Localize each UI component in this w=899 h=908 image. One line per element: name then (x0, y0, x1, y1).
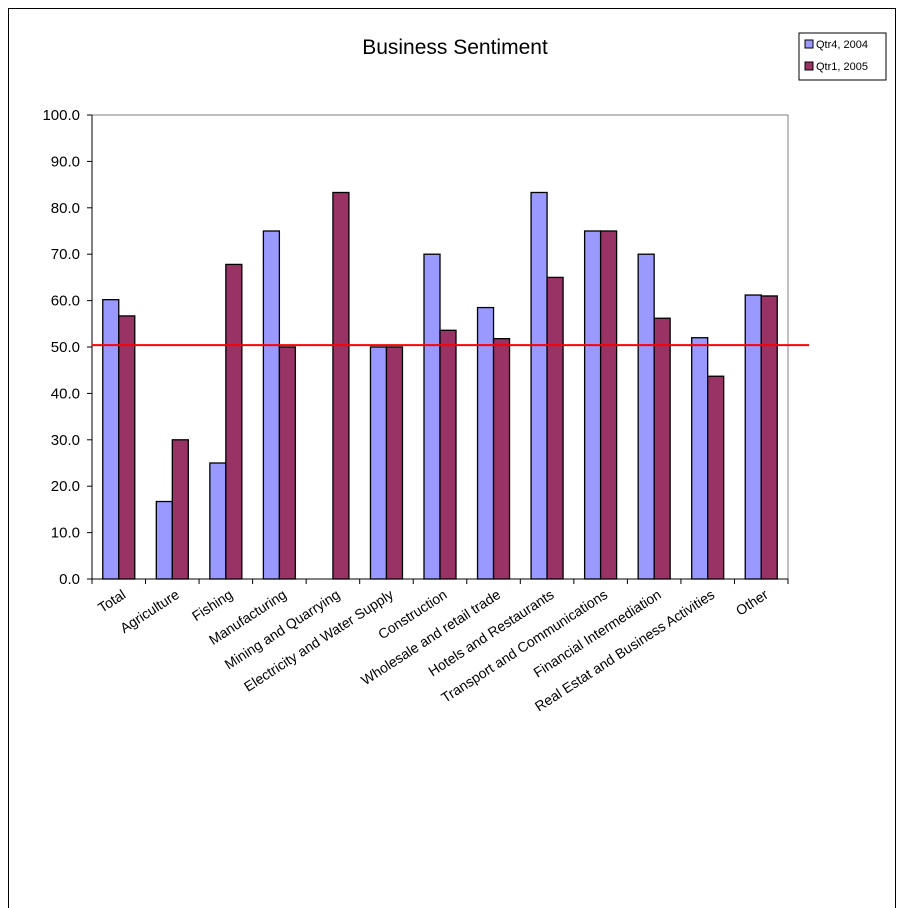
bar (439, 329, 457, 580)
bar (744, 294, 762, 580)
bar (278, 346, 297, 580)
y-tick-label: 70.0 (51, 246, 80, 263)
y-tick-label: 80.0 (51, 200, 80, 217)
bar (707, 375, 725, 580)
bar (492, 337, 511, 580)
y-tick-label: 60.0 (51, 293, 80, 310)
bar (369, 346, 388, 580)
bar (118, 315, 136, 580)
legend-label-qtr4-2004: Qtr4, 2004 (816, 39, 868, 51)
bar (637, 253, 655, 580)
bar (653, 317, 671, 580)
bar (691, 337, 709, 580)
bar (102, 299, 120, 580)
bar (476, 306, 495, 580)
legend: Qtr4, 2004 Qtr1, 2005 (798, 32, 887, 81)
chart-frame (8, 8, 896, 908)
legend-label-qtr1-2005: Qtr1, 2005 (816, 61, 868, 73)
x-tick-label: Total (95, 586, 129, 616)
bar (583, 230, 602, 580)
legend-swatch-qtr4-2004 (804, 39, 814, 49)
bar-chart: Business Sentiment Qtr4, 2004 Qtr1, 2005… (42, 32, 887, 714)
chart-title: Business Sentiment (362, 36, 548, 59)
bar (155, 500, 173, 580)
plot-area: 0.0 10.0 20.0 30.0 40.0 50.0 60.0 70.0 80.0 90.0 1… (42, 107, 809, 714)
bar (332, 191, 350, 580)
y-tick-label: 30.0 (51, 432, 80, 449)
x-tick-label: Agriculture (117, 586, 182, 636)
y-tick-label: 40.0 (51, 385, 80, 402)
bar (599, 230, 618, 580)
bar (530, 191, 548, 580)
bar (209, 462, 227, 580)
bar (423, 253, 441, 580)
bar (262, 230, 281, 580)
bar (225, 263, 243, 580)
bar (171, 439, 189, 580)
y-tick-label: 90.0 (51, 153, 80, 170)
y-tick-label: 0.0 (59, 571, 80, 588)
x-tick-label: Fishing (189, 586, 236, 624)
x-tick-label: Other (733, 586, 771, 619)
bar (546, 276, 564, 580)
y-tick-label: 50.0 (51, 339, 80, 356)
legend-swatch-qtr1-2005 (804, 61, 814, 71)
bar (385, 346, 404, 580)
bar (760, 295, 778, 580)
y-tick-label: 10.0 (51, 525, 80, 542)
y-tick-label: 100.0 (42, 107, 80, 124)
y-tick-label: 20.0 (51, 478, 80, 495)
